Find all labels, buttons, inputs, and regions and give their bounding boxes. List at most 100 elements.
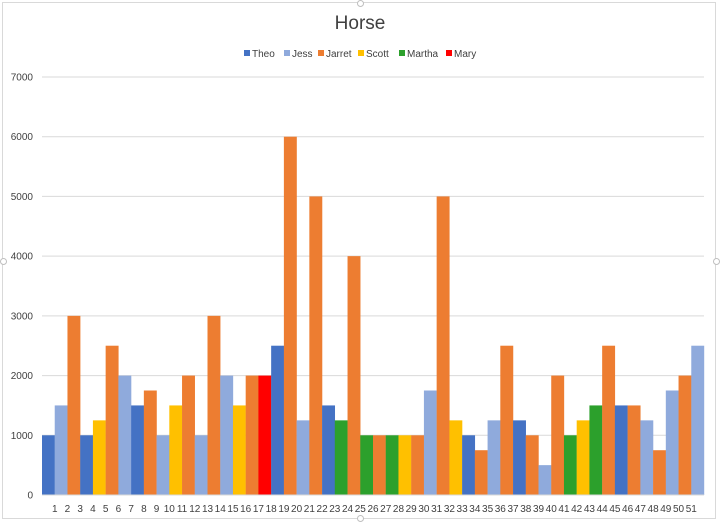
bar (334, 420, 348, 495)
legend-swatch (399, 50, 405, 56)
resize-handle-top[interactable] (357, 0, 364, 7)
x-tick-label: 38 (520, 504, 532, 515)
x-tick-label: 2 (65, 504, 71, 515)
bar (232, 405, 246, 495)
y-tick-label: 1000 (11, 431, 34, 442)
bar (614, 405, 628, 495)
resize-handle-left[interactable] (0, 258, 7, 265)
bar (551, 375, 565, 495)
x-tick-label: 19 (278, 504, 290, 515)
bar (678, 375, 692, 495)
x-tick-label: 7 (128, 504, 134, 515)
bar (258, 375, 272, 495)
x-tick-label: 1 (52, 504, 58, 515)
bar (80, 435, 94, 495)
x-tick-label: 8 (141, 504, 147, 515)
x-tick-label: 49 (660, 504, 672, 515)
bar (182, 375, 195, 495)
bar (513, 420, 526, 495)
x-tick-label: 50 (673, 504, 685, 515)
bar (271, 345, 285, 495)
x-tick-label: 15 (227, 504, 239, 515)
y-tick-label: 0 (27, 491, 33, 502)
legend-label: Jarret (326, 49, 352, 60)
bar (156, 435, 170, 495)
x-axis: 1 2 3 4 5 6 7 8 9 10 11 12 13 14 15 16 17 18 19 20 21 22 23 24 2… (52, 504, 697, 515)
legend-label: Theo (252, 49, 275, 60)
bar (360, 435, 374, 495)
bar (105, 345, 119, 495)
bar (143, 390, 157, 495)
x-tick-label: 34 (469, 504, 481, 515)
y-tick-label: 7000 (11, 73, 34, 84)
bar (283, 136, 297, 495)
x-tick-label: 31 (431, 504, 443, 515)
bar (373, 435, 386, 495)
y-tick-label: 3000 (11, 311, 34, 322)
legend-swatch (284, 50, 290, 56)
x-tick-label: 18 (266, 504, 278, 515)
y-tick-label: 5000 (11, 192, 34, 203)
bar (296, 420, 310, 495)
x-tick-label: 47 (635, 504, 647, 515)
bar (207, 315, 221, 495)
bar (423, 390, 437, 495)
x-tick-label: 46 (622, 504, 634, 515)
bar (54, 405, 68, 495)
x-tick-label: 35 (482, 504, 494, 515)
bar (589, 405, 603, 495)
bar (67, 315, 81, 495)
x-tick-label: 3 (77, 504, 83, 515)
x-tick-label: 20 (291, 504, 303, 515)
y-tick-label: 2000 (11, 371, 34, 382)
x-tick-label: 44 (597, 504, 609, 515)
x-tick-label: 33 (457, 504, 469, 515)
x-tick-label: 28 (393, 504, 405, 515)
bar (92, 420, 106, 495)
legend-swatch (318, 50, 324, 56)
x-tick-label: 51 (686, 504, 698, 515)
x-tick-label: 29 (406, 504, 418, 515)
bar (653, 450, 667, 495)
bar (691, 345, 705, 495)
bar (627, 405, 641, 495)
bars (42, 136, 705, 496)
x-tick-label: 10 (164, 504, 176, 515)
resize-handle-bottom[interactable] (357, 515, 364, 522)
bar (602, 345, 616, 495)
bar (665, 390, 679, 495)
x-tick-label: 13 (202, 504, 214, 515)
bar (525, 435, 539, 495)
x-tick-label: 14 (215, 504, 227, 515)
legend-label: Martha (407, 49, 439, 60)
bar (220, 375, 234, 495)
bar (462, 435, 476, 495)
bar (309, 196, 323, 495)
bar (538, 465, 552, 495)
x-tick-label: 12 (189, 504, 201, 515)
y-tick-label: 4000 (11, 252, 34, 263)
x-tick-label: 23 (329, 504, 341, 515)
legend-swatch (358, 50, 364, 56)
chart-title: Horse (335, 13, 386, 34)
legend-swatch (446, 50, 452, 56)
x-tick-label: 4 (90, 504, 96, 515)
bar (640, 420, 654, 495)
bar (436, 196, 450, 495)
bar (322, 405, 336, 495)
bar (563, 435, 577, 495)
bar (118, 375, 132, 495)
legend-label: Jess (292, 49, 313, 60)
bar (194, 435, 208, 495)
legend-label: Mary (454, 49, 476, 60)
bar (411, 435, 425, 495)
bar (42, 435, 55, 495)
x-tick-label: 17 (253, 504, 265, 515)
bar (449, 420, 463, 495)
x-tick-label: 43 (584, 504, 596, 515)
x-tick-label: 41 (558, 504, 570, 515)
bar (347, 256, 361, 495)
legend: Theo Jess Jarret Scott Martha Mary (244, 49, 476, 60)
x-tick-label: 26 (367, 504, 379, 515)
